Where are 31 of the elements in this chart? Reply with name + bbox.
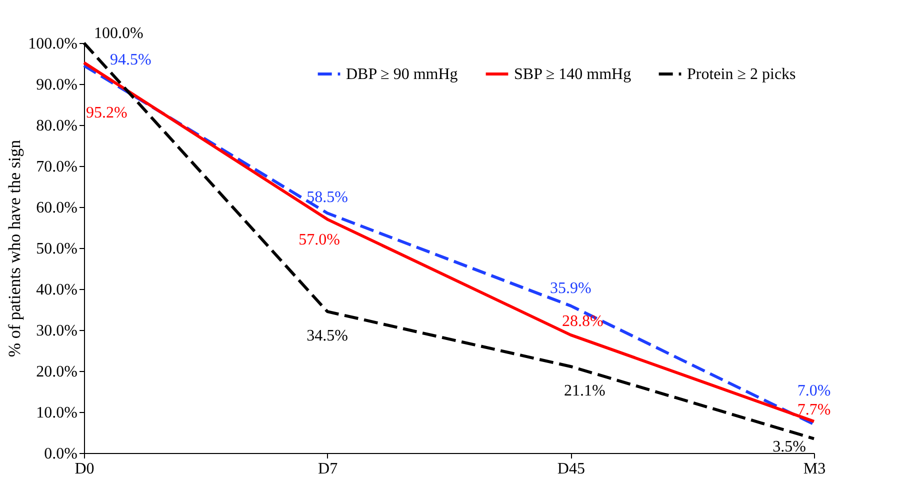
legend-label: DBP ≥ 90 mmHg: [346, 66, 458, 83]
x-tick-label: D0: [74, 460, 94, 478]
y-tick-label: 100.0%: [28, 36, 78, 52]
text: 7.7%: [797, 401, 831, 418]
text: 7.0%: [797, 382, 831, 400]
y-tick-label: 80.0%: [36, 118, 78, 134]
text: 57.0%: [298, 231, 340, 248]
y-tick-label: 40.0%: [36, 282, 78, 298]
text: 95.2%: [86, 104, 128, 122]
y-tick-label: 10.0%: [36, 404, 78, 422]
y-tick-label: 30.0%: [36, 322, 78, 340]
y-tick-label: 0.0%: [44, 446, 78, 462]
text: 58.5%: [306, 189, 348, 206]
legend-label: SBP ≥ 140 mmHg: [514, 66, 632, 83]
x-tick-label: D7: [318, 460, 338, 478]
x-tick-label: D45: [557, 460, 585, 478]
y-tick-label: 60.0%: [36, 200, 78, 216]
text: 3.5%: [772, 438, 806, 456]
text: 35.9%: [550, 280, 592, 297]
text: 100.0%: [94, 25, 144, 42]
text: 21.1%: [564, 382, 606, 400]
x-tick-label: M3: [803, 460, 826, 478]
y-tick-label: 20.0%: [36, 364, 78, 380]
y-tick-label: 50.0%: [36, 240, 78, 258]
y-axis-title: % of patients who have the sign: [5, 139, 24, 358]
y-tick-label: 70.0%: [36, 158, 78, 176]
text: 28.8%: [562, 312, 604, 330]
text: 34.5%: [306, 328, 348, 345]
text: 94.5%: [110, 52, 152, 69]
y-tick-label: 90.0%: [36, 76, 78, 94]
legend-label: Protein ≥ 2 picks: [687, 66, 796, 83]
